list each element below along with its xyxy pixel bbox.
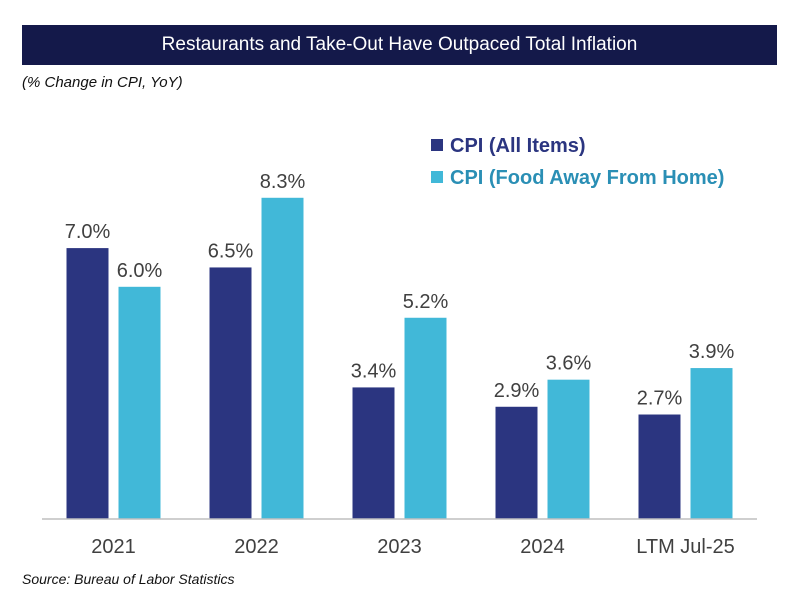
x-tick-label: 2021: [91, 536, 136, 558]
legend: CPI (All Items) CPI (Food Away From Home): [431, 135, 724, 189]
data-label-cpi-all-items-5: 2.7%: [637, 388, 683, 410]
bar-cpi-food-away-5: [690, 368, 733, 519]
data-labels-group: 7.0% 6.0% 6.5% 8.3% 3.4% 5.2% 2.9% 3.6% 2.7% 3.9%: [65, 171, 735, 410]
bar-cpi-food-away-1: [118, 286, 161, 519]
bar-cpi-all-items-3: [352, 387, 395, 519]
data-label-cpi-food-away-2: 8.3%: [260, 171, 306, 193]
data-label-cpi-all-items-1: 7.0%: [65, 221, 111, 243]
source-note: Source: Bureau of Labor Statistics: [22, 571, 235, 587]
bar-cpi-food-away-4: [547, 379, 590, 519]
bar-cpi-all-items-4: [495, 406, 538, 519]
data-label-cpi-food-away-1: 6.0%: [117, 260, 163, 282]
legend-swatch-cpi-all-items: [431, 139, 443, 151]
data-label-cpi-food-away-4: 3.6%: [546, 353, 592, 375]
bar-cpi-food-away-3: [404, 317, 447, 519]
x-tick-label: 2023: [377, 536, 422, 558]
chart-title: Restaurants and Take-Out Have Outpaced T…: [22, 25, 777, 65]
data-label-cpi-all-items-2: 6.5%: [208, 240, 254, 262]
data-label-cpi-all-items-3: 3.4%: [351, 360, 397, 382]
bar-cpi-all-items-1: [66, 248, 109, 519]
x-tick-label: 2024: [520, 536, 565, 558]
x-tick-labels-group: 2021 2022 2023 2024 LTM Jul-25: [91, 536, 735, 558]
bars-group: [66, 197, 733, 520]
x-tick-label: LTM Jul-25: [636, 536, 735, 558]
bar-cpi-all-items-2: [209, 267, 252, 519]
legend-swatch-cpi-food-away: [431, 171, 443, 183]
legend-label-cpi-food-away: CPI (Food Away From Home): [450, 167, 724, 189]
data-label-cpi-all-items-4: 2.9%: [494, 380, 540, 402]
x-tick-label: 2022: [234, 536, 279, 558]
data-label-cpi-food-away-5: 3.9%: [689, 341, 735, 363]
chart-subtitle: (% Change in CPI, YoY): [22, 74, 183, 91]
bar-cpi-all-items-5: [638, 414, 681, 519]
data-label-cpi-food-away-3: 5.2%: [403, 291, 449, 313]
legend-label-cpi-all-items: CPI (All Items): [450, 135, 586, 157]
bar-cpi-food-away-2: [261, 197, 304, 520]
